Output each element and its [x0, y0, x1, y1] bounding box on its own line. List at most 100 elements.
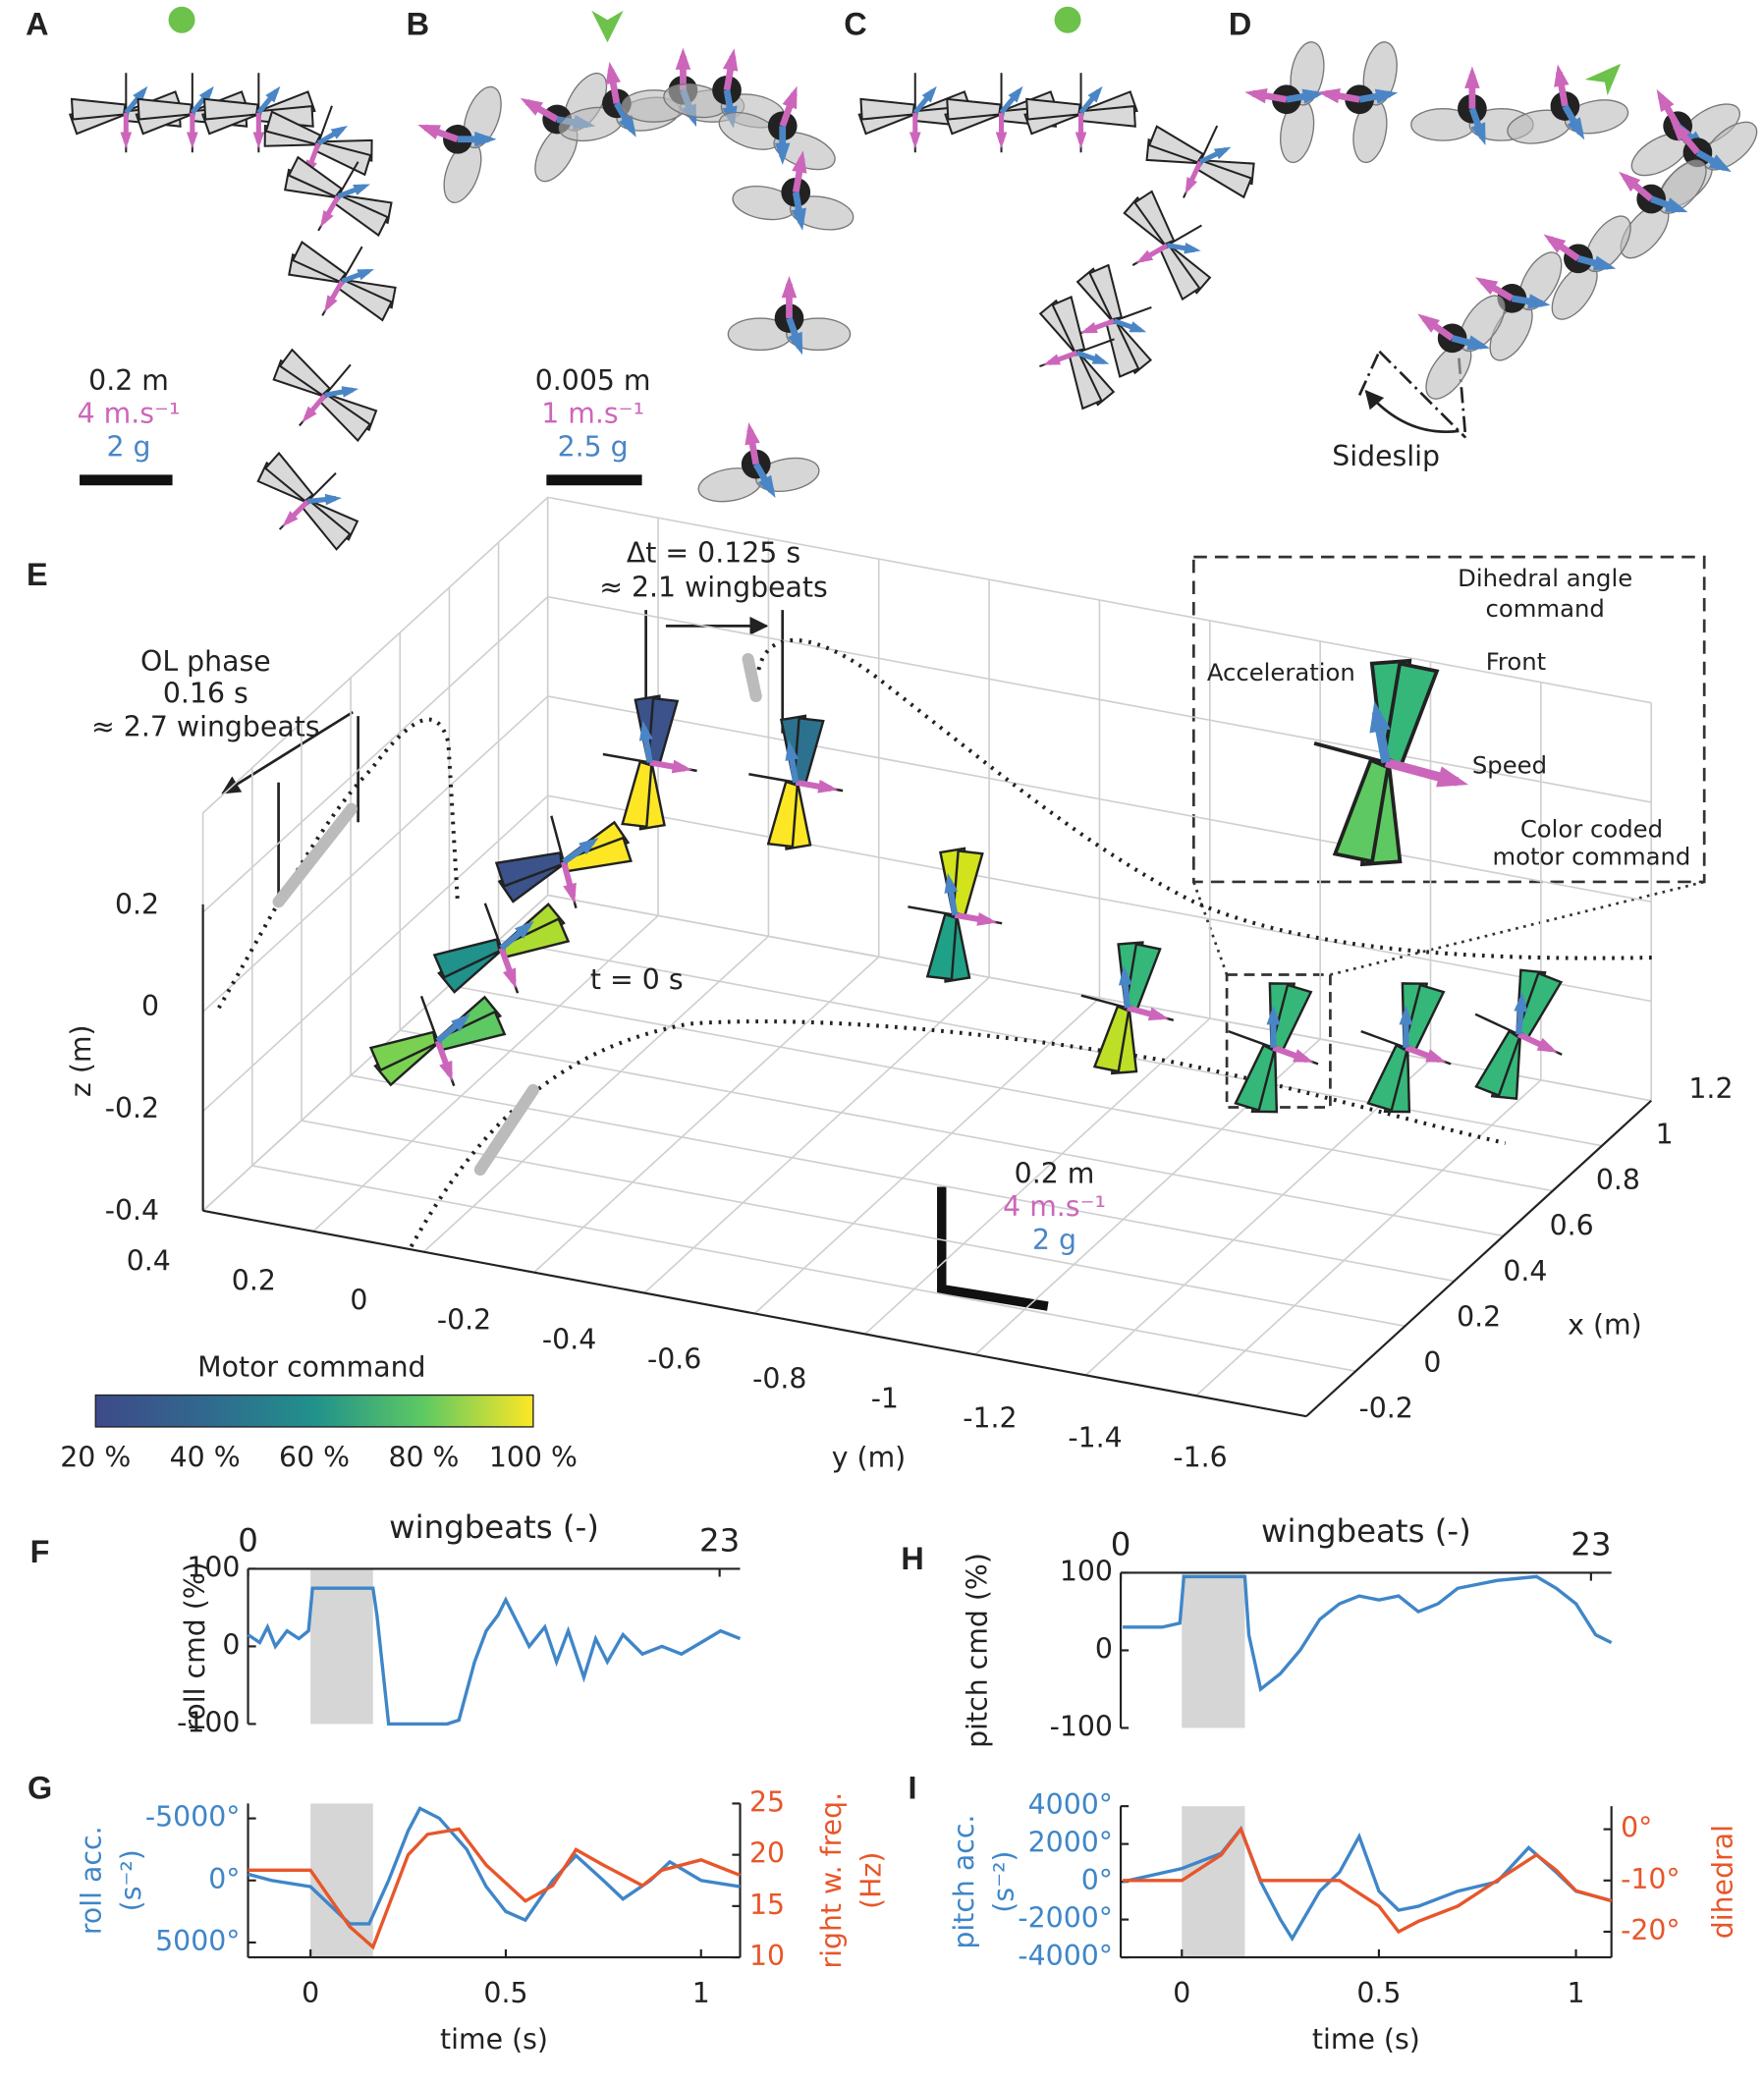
data-line — [248, 1827, 742, 1950]
drone — [368, 995, 507, 1087]
vector-head — [1466, 335, 1490, 351]
wing — [621, 760, 653, 829]
wing — [766, 780, 799, 849]
marker — [1054, 6, 1081, 33]
vector-head — [451, 1014, 471, 1032]
panel-label: B — [407, 7, 429, 42]
wing — [432, 937, 501, 979]
fly-wing — [1290, 41, 1325, 106]
grid-3d — [202, 596, 549, 913]
vector-head — [187, 132, 198, 149]
vector-head — [439, 1060, 453, 1082]
inset-label: motor command — [1492, 843, 1690, 871]
y2-tick-label: 20 — [749, 1837, 785, 1870]
y-tick-label: -1.4 — [1068, 1421, 1122, 1453]
y-tick-label: 0.2 — [232, 1264, 276, 1296]
inset-label: Color coded — [1520, 814, 1663, 843]
y2-tick-label: -10° — [1621, 1863, 1680, 1895]
x2-tick-label: 23 — [699, 1521, 740, 1559]
vector-head — [302, 406, 317, 423]
panel-label: H — [901, 1541, 923, 1576]
ol-segment — [473, 1083, 539, 1177]
drone — [1038, 296, 1116, 411]
vector-head — [330, 126, 349, 139]
vector-head — [579, 838, 599, 855]
grid-3d — [350, 1074, 1455, 1283]
grid-3d — [864, 1017, 1211, 1336]
fly — [1543, 215, 1631, 320]
y-tick-label: 0 — [1095, 1632, 1113, 1665]
shade — [1182, 1806, 1245, 1958]
vector-head — [675, 47, 691, 70]
grid-3d — [301, 1120, 1406, 1328]
axis-3d — [202, 1209, 1307, 1418]
vector-head — [357, 268, 375, 281]
x-tick-label: 0 — [1423, 1346, 1441, 1379]
wing — [287, 155, 344, 198]
vector-head — [1185, 177, 1198, 194]
x-tick-label: 1 — [1656, 1118, 1674, 1150]
vector-head — [353, 184, 370, 195]
z-tick-label: 0 — [141, 990, 159, 1022]
vector-head — [757, 474, 776, 499]
panel-label: D — [1229, 7, 1251, 42]
scale-label: 4 m.s⁻¹ — [78, 398, 181, 430]
sideslip-arc — [1364, 389, 1460, 433]
y-axis-label: (s⁻²) — [115, 1849, 147, 1911]
zoom-box — [1225, 973, 1332, 1109]
vector-head — [265, 85, 281, 103]
axis-label: y (m) — [832, 1441, 907, 1473]
vector-head — [944, 872, 959, 894]
vector-head — [1135, 249, 1154, 264]
inset-box — [1191, 555, 1706, 884]
vector-head — [792, 150, 807, 174]
vector-head — [282, 511, 299, 527]
x-tick-label: 0.8 — [1596, 1164, 1640, 1196]
vector-head — [1592, 255, 1617, 271]
x-tick-label: 0 — [1173, 1977, 1190, 2009]
vector-head — [1266, 1005, 1281, 1025]
vector-head — [1213, 146, 1232, 160]
panel-label: E — [27, 557, 48, 592]
vector-head — [502, 967, 517, 989]
wing — [1234, 1043, 1276, 1113]
drone — [1360, 982, 1452, 1114]
vector-head — [1436, 766, 1469, 788]
wing — [368, 1030, 438, 1072]
vector-head — [1184, 242, 1201, 254]
y-tick-label: 100 — [1060, 1555, 1113, 1587]
wing — [1025, 97, 1081, 121]
z-tick-label: -0.4 — [105, 1194, 159, 1227]
y-axis-label: roll cmd (%) — [179, 1562, 211, 1730]
fly — [727, 275, 852, 356]
drone — [284, 155, 393, 238]
drone — [432, 903, 571, 994]
drone — [908, 847, 1003, 983]
y-tick-label: -100 — [1050, 1710, 1113, 1742]
drone — [1313, 658, 1469, 867]
panel-label: G — [28, 1770, 52, 1805]
vector-head — [1244, 87, 1268, 104]
shade — [310, 1803, 373, 1958]
y-tick-label: -0.6 — [647, 1342, 701, 1375]
grid-3d — [547, 695, 1652, 904]
grid-3d — [643, 976, 990, 1294]
vector-head — [722, 48, 739, 72]
colorbar-tick: 60 % — [279, 1441, 350, 1473]
vector-head — [1619, 171, 1641, 192]
grid-3d — [202, 496, 549, 814]
data-line — [1123, 1826, 1613, 1935]
scale-label: 4 m.s⁻¹ — [1003, 1190, 1106, 1223]
drone — [494, 815, 633, 908]
data-line — [1123, 1574, 1613, 1693]
vector-head — [1470, 122, 1486, 146]
axis-label: x (m) — [1568, 1308, 1642, 1341]
z-tick-label: -0.2 — [105, 1092, 159, 1124]
y-tick-label: -1.6 — [1173, 1441, 1227, 1473]
wing — [264, 110, 322, 145]
vector-head — [1543, 234, 1567, 253]
vector-head — [1080, 322, 1098, 334]
y2-axis-label: (Hz) — [855, 1852, 888, 1909]
drone — [256, 451, 359, 551]
z-tick-label: 0.2 — [115, 888, 159, 920]
